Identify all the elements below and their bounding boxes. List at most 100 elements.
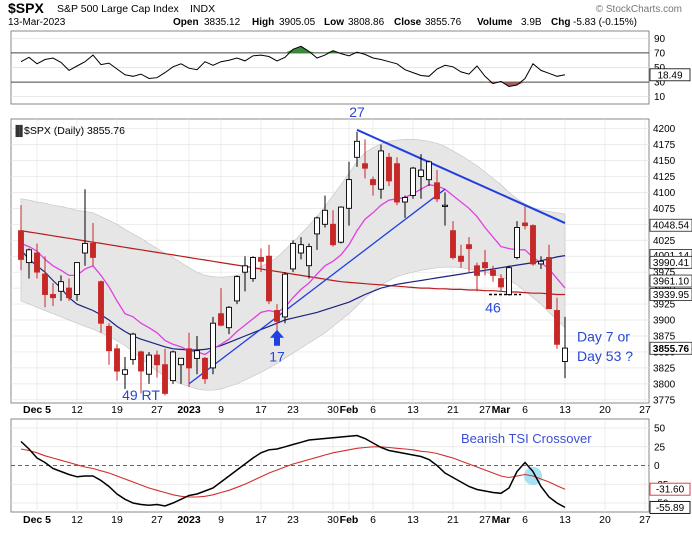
price-tag-label: 4048.54: [653, 221, 690, 232]
header: $SPX S&P 500 Large Cap Index INDX © Stoc…: [8, 0, 682, 28]
x-axis-tick-label: 12: [71, 514, 83, 526]
x-axis-tick-label: 6: [522, 404, 528, 416]
candle-body: [474, 265, 480, 276]
symbol-title: $SPX: [8, 0, 44, 16]
x-axis-tick-label: 19: [111, 404, 123, 416]
price-tick-label: 3825: [653, 363, 676, 374]
price-tag-box: [649, 288, 692, 301]
price-series-label: $SPX (Daily) 3855.76: [24, 125, 125, 137]
price-tick-label: 4125: [653, 172, 676, 183]
symbol-name: S&P 500 Large Cap Index: [57, 3, 180, 15]
price-tick-label: 4200: [653, 124, 676, 135]
candle-body: [362, 163, 368, 169]
x-axis-tick-label: 27: [151, 514, 163, 526]
candle-body: [210, 322, 216, 369]
watermark: © StockCharts.com: [596, 4, 682, 15]
tsi-last-value-label: -31.60: [656, 485, 685, 496]
candle-body: [66, 287, 72, 299]
candle-body: [178, 357, 184, 366]
price-tag-label: 3961.10: [653, 277, 690, 288]
candle-body: [530, 225, 536, 265]
x-axis-tick-label: 13: [407, 514, 419, 526]
candle-body: [130, 333, 136, 361]
rsi-layer: 907050301018.49: [11, 34, 691, 103]
rsi-last-value-tag: [649, 68, 691, 82]
date-label: 13-Mar-2023: [8, 17, 66, 28]
candle-body: [218, 313, 224, 326]
candle-body: [506, 267, 512, 295]
candle-body: [466, 244, 472, 249]
price-annotation: 49 RT: [122, 387, 160, 403]
price-tag-label: 3855.76: [653, 344, 690, 355]
x-axis-tick-label: 13: [559, 404, 571, 416]
candle-body: [386, 156, 392, 182]
candle-body: [250, 257, 256, 280]
x-axis-tick-label: 27: [479, 514, 491, 526]
x-axis-tick-label: 23: [287, 404, 299, 416]
x-axis-tick-label: 19: [111, 514, 123, 526]
rsi-tick-label: 70: [654, 48, 666, 59]
candle-body: [74, 262, 80, 295]
tsi-series-line: [20, 446, 566, 498]
price-tag-box: [649, 255, 692, 269]
candle-body: [322, 209, 328, 225]
candle-body: [498, 278, 504, 288]
price-annotation: Day 7 or: [577, 329, 630, 345]
candle-body: [170, 351, 176, 382]
candle-body: [394, 163, 400, 203]
tsi-tick-label: 0: [654, 461, 660, 472]
candle-body: [42, 273, 48, 295]
high-value: 3905.05: [279, 17, 316, 28]
candle-body: [98, 281, 104, 324]
candle-body: [418, 169, 424, 177]
price-tick-label: 4025: [653, 236, 676, 247]
candle-body: [538, 260, 544, 265]
price-tick-label: 3975: [653, 268, 676, 279]
x-axis-tick-label: 27: [151, 404, 163, 416]
candle-body: [202, 357, 208, 380]
open-value: 3835.12: [204, 17, 241, 28]
x-axis-tick-label: 20: [599, 404, 611, 416]
candle-body: [90, 242, 96, 258]
tsi-layer: Dec 5 12 19 27 2023 9 17 23 30 Feb 6 13 21 27 Mar 6 13 20…: [11, 419, 691, 526]
candle-body: [338, 206, 344, 243]
candle-body: [330, 223, 336, 246]
price-tick-label: 3925: [653, 300, 676, 311]
candle-body: [450, 230, 456, 258]
candle-body: [282, 273, 288, 318]
candle-body: [34, 252, 40, 273]
x-axis-tick-label: 9: [218, 514, 224, 526]
candle-body: [426, 161, 432, 181]
candle-body: [186, 348, 192, 369]
x-axis-tick-label: 27: [639, 404, 651, 416]
candle-body: [410, 167, 416, 196]
candle-body: [378, 150, 384, 190]
x-axis-tick-label: 30: [327, 514, 339, 526]
tsi-tick-label: 25: [654, 442, 666, 453]
candle-body: [154, 354, 160, 366]
price-tick-label: 4100: [653, 188, 676, 199]
price-tag-label: 3939.95: [653, 290, 690, 301]
x-axis-tick-label: 30: [327, 404, 339, 416]
x-axis-tick-label: 13: [559, 514, 571, 526]
price-annotation: Day 53 ?: [577, 348, 633, 364]
rsi-tick-label: 30: [654, 78, 666, 89]
price-tag-label: 3990.41: [653, 258, 690, 269]
price-layer: 4200417541504125410040754050402540003975…: [11, 104, 692, 416]
rsi-tick-label: 90: [654, 34, 666, 45]
price-annotation: 17: [269, 349, 285, 365]
rsi-line: [20, 45, 566, 88]
candle-body: [266, 255, 272, 302]
close-label: Close: [394, 17, 422, 28]
x-axis-tick-label: 2023: [177, 514, 201, 526]
x-axis-tick-label: 2023: [177, 404, 201, 416]
x-axis-tick-label: 23: [287, 514, 299, 526]
candle-body: [402, 197, 408, 203]
sma200-line: [20, 230, 565, 296]
x-axis-tick-label: 17: [255, 404, 267, 416]
x-axis-tick-label: 6: [522, 514, 528, 526]
tsi-last-value-tag: [649, 482, 691, 496]
price-tick-label: 4175: [653, 140, 676, 151]
chg-label: Chg: [551, 17, 570, 28]
candle-body: [346, 179, 352, 209]
